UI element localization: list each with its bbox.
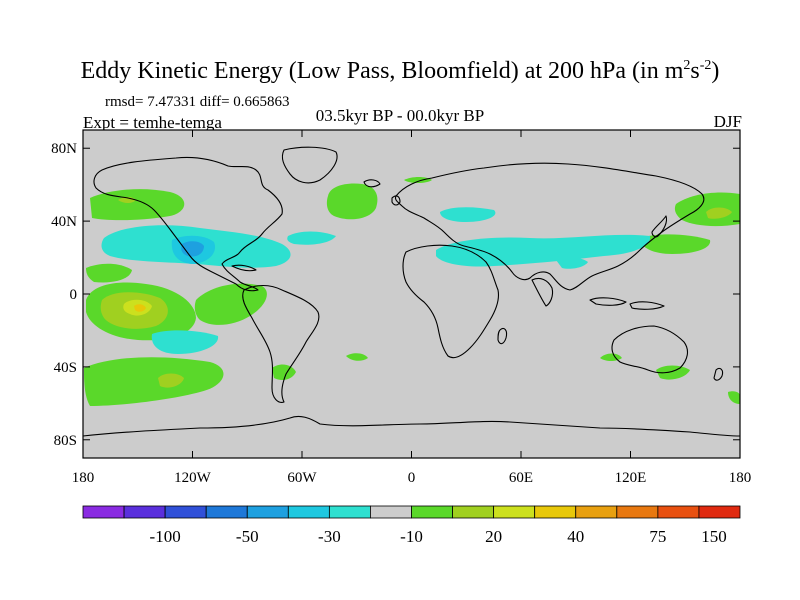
anomaly-east-asia (556, 257, 588, 269)
colorbar-swatch (370, 505, 412, 519)
chart-title: Eddy Kinetic Energy (Low Pass, Bloomfiel… (80, 58, 720, 84)
colorbar-label: -50 (236, 527, 259, 546)
x-tick-label: 120W (174, 470, 212, 486)
coast-japan (651, 215, 668, 238)
axis-tick-labels: 180 120W 60W 0 60E 120E 180 80N 40N 0 40S 80S (51, 141, 751, 486)
anomaly-pacific-west-tail (86, 263, 132, 283)
colorbar-swatch (246, 505, 289, 519)
anomaly-atlantic-south (346, 353, 368, 361)
coast-eurasia (394, 162, 705, 291)
colorbar-swatch (205, 505, 248, 519)
x-tick-label: 60W (287, 470, 317, 486)
coast-new-zealand (713, 367, 724, 381)
colorbar-swatch (164, 505, 207, 519)
anomaly-namerica-north (90, 189, 185, 221)
colorbar-swatch (493, 505, 536, 519)
colorbar-swatch (657, 505, 700, 519)
coast-greenland (281, 146, 338, 184)
colorbar-label: -10 (400, 527, 423, 546)
anomaly-atlantic-north (326, 183, 378, 220)
anomaly-south-america-west (194, 283, 267, 325)
anomaly-eurasia-band (436, 234, 651, 267)
anomaly-atlantic-central (287, 231, 336, 245)
y-tick-label: 40S (54, 360, 77, 376)
anomaly-pacific-south-negative (151, 330, 219, 354)
axis-ticks (82, 130, 741, 458)
colorbar-swatch (698, 505, 741, 519)
colorbar-swatch (575, 505, 618, 519)
y-tick-label: 80N (51, 141, 77, 157)
stats-label: rmsd= 7.47331 diff= 0.665863 (105, 94, 290, 110)
colorbar-label: 40 (567, 527, 584, 546)
y-tick-label: 80S (54, 433, 77, 449)
coast-india (531, 277, 554, 307)
anomaly-europe-north (440, 207, 496, 222)
y-tick-label: 0 (70, 287, 78, 303)
anomaly-australia-south (656, 365, 690, 380)
anomaly-siberia (404, 177, 432, 183)
coast-north-america (93, 156, 283, 292)
colorbar-swatch (287, 505, 330, 519)
colorbar-swatch (534, 505, 577, 519)
colorbar-swatch (452, 505, 495, 519)
colorbar: -100 -50 -30 -10 20 40 75 150 (82, 505, 741, 546)
coast-antarctica (83, 415, 740, 437)
x-tick-label: 60E (509, 470, 533, 486)
anomaly-pacific-south (84, 357, 224, 406)
coast-africa (402, 244, 500, 359)
anomaly-pacific-northwest-core (706, 207, 732, 219)
y-tick-label: 40N (51, 214, 77, 230)
coastlines (83, 146, 740, 437)
anomaly-pacific-south-east-edge (728, 391, 740, 404)
season-label: DJF (713, 112, 742, 131)
colorbar-swatch (411, 505, 453, 519)
coast-british-isles (391, 195, 401, 206)
anomaly-pacific-south-core (158, 373, 184, 388)
anomaly-fields (84, 177, 740, 406)
coast-australia (611, 325, 689, 374)
colorbar-swatch (616, 505, 659, 519)
anomaly-pacific-east-max (134, 304, 146, 312)
plot-background (83, 130, 740, 458)
period-label: 03.5kyr BP - 00.0kyr BP (315, 106, 485, 125)
x-tick-label: 180 (72, 470, 95, 486)
coast-iceland (363, 179, 381, 188)
anomaly-pacific-north-west-2 (640, 234, 711, 254)
experiment-label: Expt = temhe-temga (83, 113, 222, 132)
colorbar-swatch (123, 505, 166, 519)
x-tick-label: 180 (729, 470, 752, 486)
anomaly-pacific-north-west (674, 192, 740, 227)
colorbar-label: 20 (485, 527, 502, 546)
coast-south-america (242, 284, 320, 403)
colorbar-label: 150 (701, 527, 727, 546)
colorbar-label: -100 (150, 527, 181, 546)
coast-indonesia (589, 297, 665, 310)
coast-madagascar (497, 327, 508, 345)
colorbar-label: 75 (649, 527, 666, 546)
colorbar-swatch (328, 505, 371, 519)
coast-cuba (231, 264, 257, 272)
x-tick-label: 120E (615, 470, 647, 486)
colorbar-swatch (82, 505, 125, 519)
colorbar-label: -30 (318, 527, 341, 546)
x-tick-label: 0 (408, 470, 416, 486)
